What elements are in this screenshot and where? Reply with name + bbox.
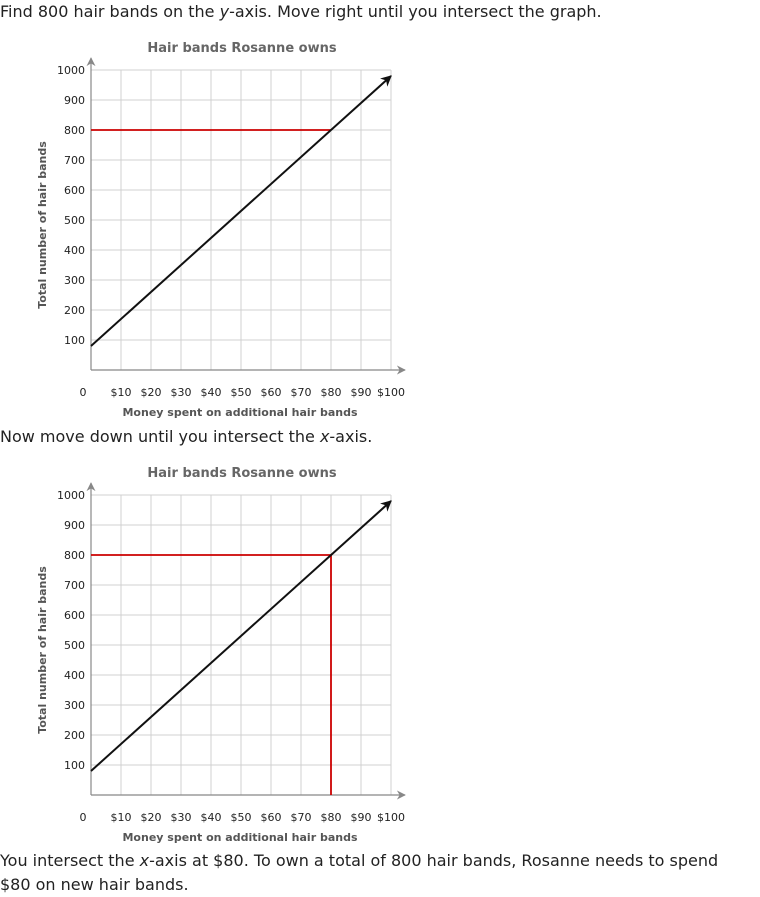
chart-svg-2: Hair bands Rosanne owns 100 200 300 400 500 60… xyxy=(36,466,406,844)
x-tick-label: $100 xyxy=(377,811,405,824)
x-tick-label: $10 xyxy=(111,386,132,399)
y-tick-label: 200 xyxy=(64,729,85,742)
y-tick-label: 700 xyxy=(64,154,85,167)
y-tick-label: 400 xyxy=(64,669,85,682)
y-tick-label: 1000 xyxy=(57,489,85,502)
y-tick-label: 100 xyxy=(64,334,85,347)
x-tick-label: $50 xyxy=(231,811,252,824)
x-tick-label: $70 xyxy=(291,811,312,824)
y-tick-label: 700 xyxy=(64,579,85,592)
y-tick-label: 900 xyxy=(64,94,85,107)
y-tick-label: 200 xyxy=(64,304,85,317)
instruction-step-2: Now move down until you intersect the x-… xyxy=(0,427,373,446)
x-tick-label: $40 xyxy=(201,811,222,824)
series-line xyxy=(90,75,392,347)
chart-title: Hair bands Rosanne owns xyxy=(147,41,336,56)
y-axis-label: Total number of hair bands xyxy=(36,566,49,734)
x-tick-label: $60 xyxy=(261,811,282,824)
chart-hair-bands-step-1: Hair bands Rosanne owns 100 200 300 400 500 60… xyxy=(0,30,440,420)
y-tick-label: 500 xyxy=(64,214,85,227)
y-tick-label: 500 xyxy=(64,639,85,652)
series-line xyxy=(90,500,392,772)
x-tick-label: $60 xyxy=(261,386,282,399)
x-tick-label: $30 xyxy=(171,811,192,824)
y-tick-label: 600 xyxy=(64,609,85,622)
x-tick-label: $40 xyxy=(201,386,222,399)
origin-tick-label: 0 xyxy=(80,386,87,399)
x-tick-label: $50 xyxy=(231,386,252,399)
x-tick-label: $80 xyxy=(321,811,342,824)
x-tick-label: $100 xyxy=(377,386,405,399)
y-tick-label: 800 xyxy=(64,549,85,562)
x-axis-label: Money spent on additional hair bands xyxy=(122,831,357,844)
y-tick-label: 900 xyxy=(64,519,85,532)
y-tick-label: 300 xyxy=(64,699,85,712)
x-tick-label: $10 xyxy=(111,811,132,824)
instruction-step-1: Find 800 hair bands on the y-axis. Move … xyxy=(0,2,602,21)
chart-svg-1: Hair bands Rosanne owns 100 200 300 400 500 60… xyxy=(36,41,406,419)
x-tick-label: $80 xyxy=(321,386,342,399)
x-tick-label: $70 xyxy=(291,386,312,399)
chart-title: Hair bands Rosanne owns xyxy=(147,466,336,481)
origin-tick-label: 0 xyxy=(80,811,87,824)
x-axis-label: Money spent on additional hair bands xyxy=(122,406,357,419)
chart-hair-bands-step-2: Hair bands Rosanne owns 100 200 300 400 500 60… xyxy=(0,455,440,845)
y-tick-label: 300 xyxy=(64,274,85,287)
x-tick-label: $20 xyxy=(141,386,162,399)
x-tick-label: $90 xyxy=(351,811,372,824)
y-axis-label: Total number of hair bands xyxy=(36,141,49,309)
y-tick-label: 100 xyxy=(64,759,85,772)
y-tick-label: 400 xyxy=(64,244,85,257)
conclusion-text: You intersect the x-axis at $80. To own … xyxy=(0,851,719,894)
x-tick-label: $30 xyxy=(171,386,192,399)
x-tick-label: $90 xyxy=(351,386,372,399)
x-tick-label: $20 xyxy=(141,811,162,824)
y-tick-label: 1000 xyxy=(57,64,85,77)
y-tick-label: 800 xyxy=(64,124,85,137)
y-tick-label: 600 xyxy=(64,184,85,197)
